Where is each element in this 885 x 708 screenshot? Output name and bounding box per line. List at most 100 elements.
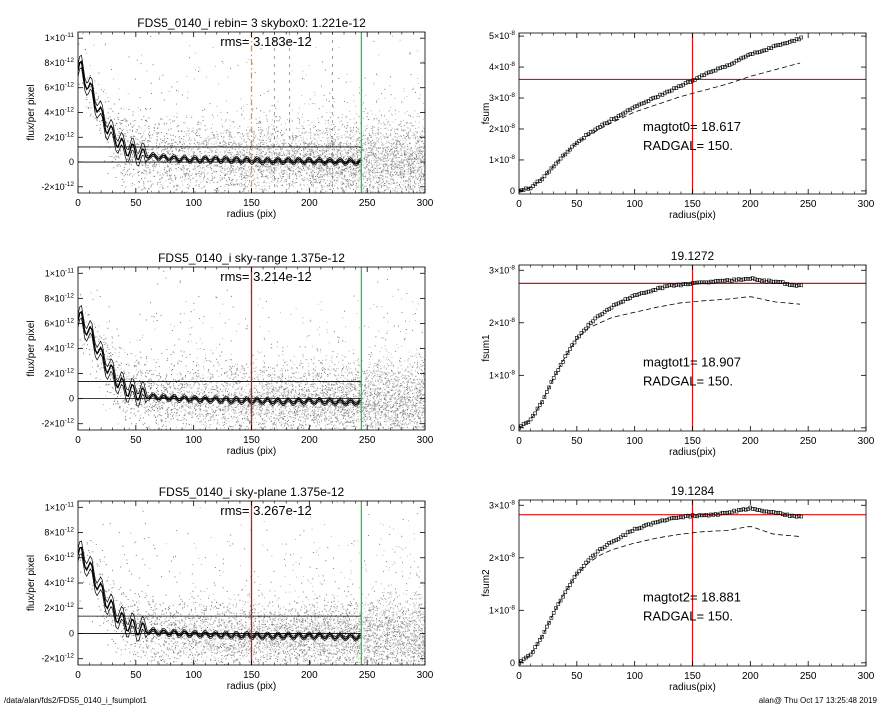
scatter-point: [309, 164, 311, 166]
scatter-point: [233, 171, 234, 173]
scatter-point: [412, 171, 414, 173]
scatter-point: [376, 73, 377, 75]
scatter-point: [244, 185, 246, 187]
scatter-point: [314, 142, 316, 144]
scatter-point: [229, 202, 230, 203]
scatter-point: [405, 151, 407, 153]
scatter-point: [240, 185, 242, 187]
scatter-point: [263, 162, 265, 164]
scatter-point: [233, 184, 235, 186]
scatter-point: [157, 183, 159, 185]
scatter-point: [342, 123, 344, 125]
scatter-point: [423, 165, 425, 167]
scatter-point: [327, 138, 329, 139]
scatter-point: [410, 175, 412, 177]
scatter-point: [239, 141, 241, 143]
scatter-point: [321, 171, 323, 173]
scatter-point: [281, 171, 283, 173]
scatter-point: [261, 198, 262, 199]
scatter-point: [164, 145, 166, 147]
scatter-point: [371, 191, 373, 193]
scatter-point: [288, 136, 290, 137]
scatter-point: [262, 199, 263, 200]
scatter-point: [379, 171, 381, 173]
scatter-point: [279, 147, 281, 149]
scatter-point: [96, 102, 98, 103]
scatter-point: [326, 173, 328, 175]
scatter-point: [353, 172, 355, 174]
scatter-point: [243, 138, 245, 140]
scatter-point: [284, 163, 286, 165]
scatter-point: [276, 127, 278, 129]
scatter-point: [404, 176, 406, 178]
scatter-point: [140, 137, 142, 139]
scatter-point: [374, 154, 376, 156]
scatter-point: [401, 188, 403, 190]
scatter-point: [407, 207, 408, 208]
scatter-point: [342, 173, 343, 175]
scatter-point: [202, 180, 204, 182]
scatter-point: [276, 178, 278, 180]
scatter-point: [352, 154, 354, 156]
scatter-point: [352, 154, 354, 156]
scatter-point: [381, 144, 383, 146]
scatter-point: [389, 85, 391, 87]
scatter-point: [287, 169, 289, 171]
scatter-point: [248, 59, 250, 61]
scatter-point: [402, 174, 404, 176]
scatter-point: [410, 186, 411, 188]
scatter-point: [182, 140, 184, 142]
scatter-point: [422, 60, 424, 62]
scatter-point: [244, 155, 246, 157]
scatter-point: [381, 178, 383, 180]
scatter-point: [417, 167, 419, 169]
scatter-point: [267, 129, 269, 131]
scatter-point: [219, 158, 220, 160]
scatter-point: [402, 130, 404, 132]
scatter-point: [246, 157, 248, 159]
scatter-point: [269, 138, 271, 140]
scatter-point: [272, 168, 274, 170]
scatter-point: [379, 198, 380, 199]
scatter-point: [207, 172, 209, 174]
scatter-point: [410, 147, 412, 149]
scatter-point: [394, 157, 396, 159]
scatter-point: [144, 187, 146, 189]
scatter-point: [243, 139, 245, 141]
scatter-point: [378, 120, 380, 122]
scatter-point: [188, 147, 190, 149]
scatter-point: [143, 115, 145, 117]
scatter-point: [337, 173, 339, 175]
scatter-point: [417, 78, 419, 79]
scatter-point: [264, 185, 266, 187]
scatter-point: [121, 123, 123, 124]
scatter-point: [305, 143, 307, 144]
scatter-point: [375, 153, 377, 154]
scatter-point: [219, 175, 221, 177]
scatter-point: [208, 155, 210, 156]
scatter-point: [244, 177, 246, 179]
scatter-point: [395, 163, 396, 165]
scatter-point: [170, 153, 171, 155]
scatter-point: [351, 181, 353, 183]
scatter-point: [253, 133, 255, 135]
scatter-point: [137, 153, 139, 155]
scatter-point: [341, 116, 343, 118]
scatter-point: [344, 174, 346, 176]
scatter-point: [336, 164, 338, 166]
scatter-point: [316, 178, 318, 180]
scatter-point: [330, 145, 332, 147]
scatter-point: [328, 185, 330, 187]
scatter-point: [323, 169, 325, 170]
scatter-point: [412, 151, 414, 153]
scatter-point: [337, 151, 339, 153]
scatter-point: [178, 149, 180, 150]
scatter-point: [146, 121, 148, 123]
scatter-point: [354, 196, 355, 197]
scatter-point: [304, 148, 306, 150]
scatter-point: [141, 177, 142, 179]
scatter-point: [378, 130, 379, 132]
scatter-point: [340, 194, 341, 195]
scatter-point: [289, 102, 291, 104]
scatter-point: [305, 131, 307, 133]
